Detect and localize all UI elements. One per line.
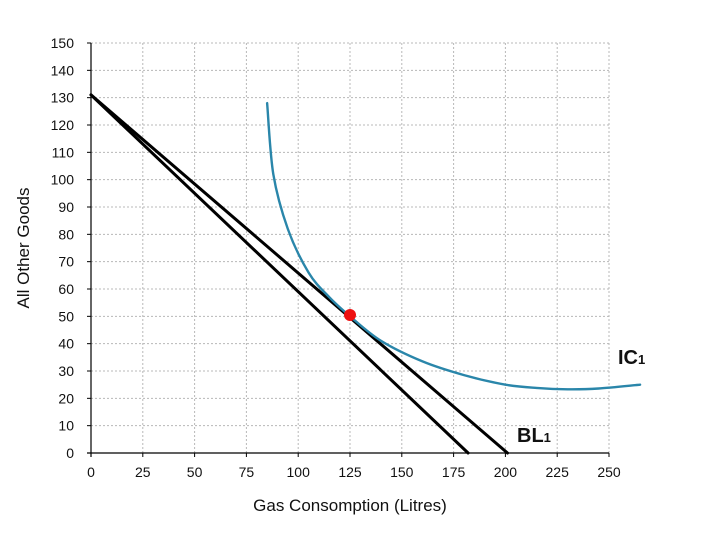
y-tick-label-90: 90 (58, 199, 74, 215)
x-axis-ticks: 0 25 50 75 100 125 150 175 200 225 250 (87, 453, 621, 480)
y-tick-label-10: 10 (58, 418, 74, 434)
x-tick-label-25: 25 (135, 464, 151, 480)
y-tick-label-120: 120 (51, 117, 75, 133)
series-line-bl_inner (89, 93, 470, 455)
y-tick-label-100: 100 (51, 172, 75, 188)
y-tick-label-140: 140 (51, 62, 75, 78)
x-tick-label-100: 100 (287, 464, 311, 480)
series-label-ic: IC1 (618, 347, 645, 369)
series-line-bl_outer (89, 93, 509, 455)
y-tick-label-40: 40 (58, 336, 74, 352)
y-tick-label-20: 20 (58, 390, 74, 406)
x-tick-label-225: 225 (546, 464, 570, 480)
x-tick-label-125: 125 (338, 464, 362, 480)
x-tick-label-0: 0 (87, 464, 95, 480)
y-tick-label-80: 80 (58, 226, 74, 242)
x-axis-label: Gas Consomption (Litres) (253, 496, 447, 515)
gridlines (91, 42, 610, 453)
x-tick-label-200: 200 (494, 464, 518, 480)
x-tick-label-175: 175 (442, 464, 466, 480)
y-tick-label-0: 0 (66, 445, 74, 461)
y-axis-ticks: 0 10 20 30 40 50 60 70 80 90 100 110 120 130 140 150 (51, 35, 91, 461)
y-tick-label-30: 30 (58, 363, 74, 379)
x-tick-label-250: 250 (597, 464, 621, 480)
tangency-point (344, 308, 356, 321)
y-tick-label-130: 130 (51, 90, 75, 106)
y-tick-label-70: 70 (58, 254, 74, 270)
x-tick-label-150: 150 (390, 464, 414, 480)
x-tick-label-50: 50 (187, 464, 203, 480)
x-tick-label-75: 75 (239, 464, 255, 480)
axes (87, 43, 609, 457)
y-axis-label: All Other Goods (14, 188, 33, 309)
series-line-ic (265, 101, 642, 391)
y-tick-label-150: 150 (51, 35, 75, 51)
y-tick-label-60: 60 (58, 281, 74, 297)
series-labels: BL1 IC1 (517, 347, 645, 447)
series-lines (89, 93, 642, 455)
y-tick-label-50: 50 (58, 308, 74, 324)
y-tick-label-110: 110 (52, 144, 75, 160)
series-label-bl_outer: BL1 (517, 425, 551, 447)
